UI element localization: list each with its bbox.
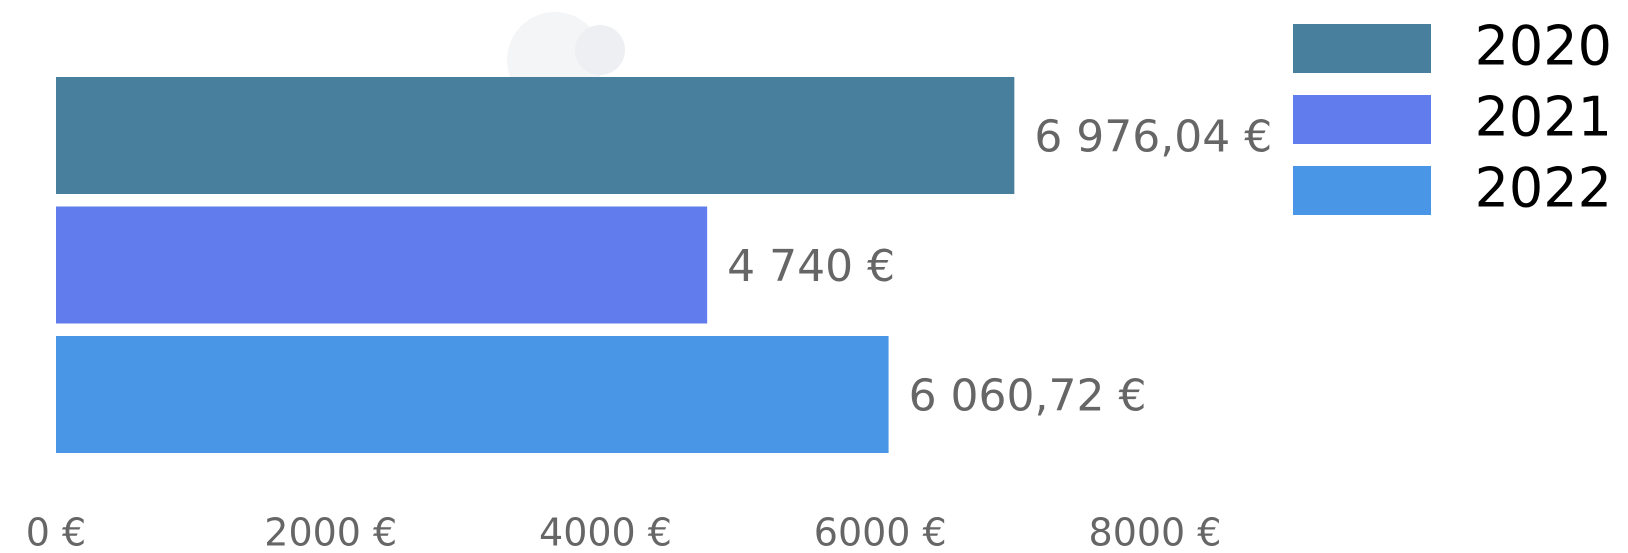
value-label: 6 976,04 € <box>1034 112 1272 163</box>
decor-circle <box>575 25 625 75</box>
value-label: 6 060,72 € <box>909 371 1147 422</box>
x-tick-label: 8000 € <box>1089 511 1222 553</box>
x-tick-label: 0 € <box>26 511 86 553</box>
x-tick-label: 6000 € <box>814 511 947 553</box>
legend-swatch <box>1293 24 1431 73</box>
legend-swatch <box>1293 95 1431 144</box>
bar <box>56 77 1015 194</box>
bar <box>56 336 889 453</box>
bar <box>56 206 708 324</box>
legend-label: 2022 <box>1475 157 1612 220</box>
x-tick-label: 2000 € <box>264 511 397 553</box>
value-label: 4 740 € <box>727 241 895 292</box>
legend-label: 2020 <box>1475 15 1612 78</box>
x-tick-label: 4000 € <box>539 511 672 553</box>
legend-swatch <box>1293 166 1431 215</box>
legend-label: 2021 <box>1475 86 1612 149</box>
